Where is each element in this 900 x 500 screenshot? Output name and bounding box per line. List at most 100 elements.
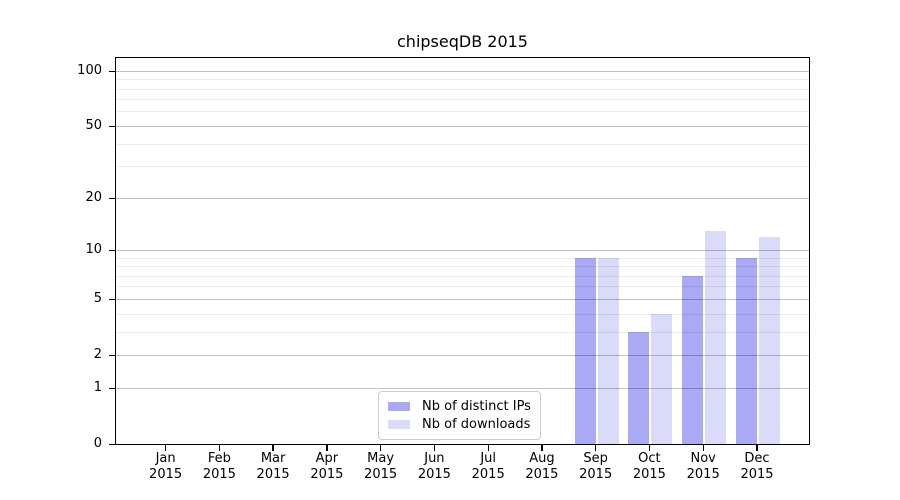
x-tick-mark-sep	[595, 445, 597, 451]
bar-ips-oct	[628, 332, 650, 444]
gridline-minor-70	[116, 99, 809, 101]
x-tick-year: 2015	[149, 467, 183, 482]
bar-ips-dec	[735, 258, 757, 444]
x-tick-year: 2015	[686, 467, 720, 482]
y-axis: 0 1 2 5 10 20 50 100	[0, 57, 115, 451]
x-tick-mark-apr	[326, 445, 328, 451]
x-tick-year: 2015	[310, 467, 344, 482]
gridline-major-20	[116, 197, 809, 199]
gridline-major-2	[116, 354, 809, 356]
gridline-minor-8	[116, 266, 809, 267]
x-tick-mark-aug	[541, 445, 543, 451]
x-tick-mark-may	[379, 445, 382, 451]
y-tick-label-100: 100	[77, 63, 102, 79]
y-tick-mark-10	[109, 249, 115, 252]
x-tick-year: 2015	[525, 467, 559, 482]
plot-area: Nb of distinct IPs Nb of downloads	[115, 57, 810, 445]
x-tick-label-jul: Jul 2015	[458, 451, 518, 483]
bar-downloads-oct	[651, 314, 673, 444]
x-tick-label-sep: Sep 2015	[566, 451, 626, 483]
gridline-major-100	[116, 70, 809, 72]
x-tick-year: 2015	[417, 467, 451, 482]
x-tick-month: Jun	[424, 451, 445, 466]
gridline-major-50	[116, 125, 809, 127]
x-tick-label-aug: Aug 2015	[512, 451, 572, 483]
x-tick-mark-dec	[756, 445, 758, 451]
x-tick-month: Jan	[155, 451, 176, 466]
legend: Nb of distinct IPs Nb of downloads	[378, 391, 541, 440]
y-tick-mark-2	[109, 354, 115, 357]
x-tick-month: Jul	[480, 451, 497, 466]
x-tick-label-feb: Feb 2015	[189, 451, 249, 483]
x-tick-month: Oct	[638, 451, 661, 466]
y-tick-label-10: 10	[85, 242, 102, 258]
legend-swatch-downloads	[388, 420, 410, 429]
x-tick-month: Mar	[260, 451, 286, 466]
x-tick-label-jan: Jan 2015	[136, 451, 196, 483]
y-tick-label-5: 5	[93, 291, 102, 307]
x-tick-mark-mar	[272, 445, 274, 451]
x-tick-label-mar: Mar 2015	[243, 451, 303, 483]
x-tick-year: 2015	[364, 467, 398, 482]
gridline-minor-40	[116, 143, 809, 145]
gridline-major-10	[116, 249, 809, 251]
gridline-minor-90	[116, 79, 809, 81]
x-tick-label-may: May 2015	[351, 451, 411, 483]
legend-swatch-distinct-ips	[388, 402, 410, 411]
x-tick-month: May	[367, 451, 395, 466]
x-tick-mark-oct	[648, 445, 651, 451]
x-tick-mark-jun	[433, 445, 436, 451]
y-tick-label-1: 1	[93, 380, 102, 395]
legend-label-distinct-ips: Nb of distinct IPs	[422, 399, 531, 414]
legend-entry-distinct-ips: Nb of distinct IPs	[388, 398, 531, 415]
x-tick-year: 2015	[202, 467, 236, 482]
gridline-major-5	[116, 298, 809, 300]
x-tick-year: 2015	[256, 467, 290, 482]
x-tick-label-jun: Jun 2015	[404, 451, 464, 483]
gridline-major-1	[116, 387, 809, 389]
y-tick-mark-20	[109, 197, 115, 200]
x-tick-month: Dec	[744, 451, 770, 466]
x-tick-mark-feb	[218, 445, 221, 451]
y-tick-mark-5	[109, 298, 115, 301]
chart-title: chipseqDB 2015	[397, 32, 528, 51]
gridline-minor-4	[116, 313, 809, 315]
legend-label-downloads: Nb of downloads	[422, 417, 531, 432]
y-tick-mark-1	[109, 387, 115, 389]
bar-downloads-nov	[705, 230, 727, 444]
x-tick-label-nov: Nov 2015	[673, 451, 733, 483]
x-tick-mark-nov	[702, 445, 704, 451]
gridline-minor-6	[116, 286, 809, 288]
y-tick-label-0: 0	[93, 436, 102, 451]
gridline-minor-60	[116, 111, 809, 113]
x-tick-mark-jan	[164, 445, 167, 451]
gridline-minor-80	[116, 88, 809, 90]
x-tick-label-dec: Dec 2015	[727, 451, 787, 483]
x-tick-label-apr: Apr 2015	[297, 451, 357, 483]
x-tick-month: Sep	[583, 451, 608, 466]
x-tick-year: 2015	[740, 467, 774, 482]
x-tick-month: Nov	[690, 451, 716, 466]
bar-downloads-dec	[758, 236, 780, 444]
gridline-minor-7	[116, 275, 809, 277]
x-tick-year: 2015	[471, 467, 505, 482]
y-tick-mark-50	[109, 126, 115, 128]
x-tick-mark-jul	[487, 445, 489, 451]
gridline-minor-30	[116, 166, 809, 168]
y-tick-mark-0	[109, 443, 115, 445]
y-tick-label-2: 2	[93, 347, 102, 363]
x-tick-month: Feb	[207, 451, 231, 466]
gridline-minor-3	[116, 331, 809, 333]
x-tick-month: Apr	[315, 451, 339, 466]
bar-downloads-sep	[597, 258, 619, 444]
x-tick-year: 2015	[632, 467, 666, 482]
y-tick-label-50: 50	[85, 118, 102, 134]
y-tick-mark-100	[109, 70, 115, 73]
x-tick-year: 2015	[579, 467, 613, 482]
gridline-minor-9	[116, 257, 809, 259]
bar-ips-nov	[682, 276, 704, 444]
bar-ips-sep	[574, 258, 596, 444]
x-tick-label-oct: Oct 2015	[619, 451, 679, 483]
legend-entry-downloads: Nb of downloads	[388, 416, 531, 433]
x-tick-month: Aug	[529, 451, 555, 466]
